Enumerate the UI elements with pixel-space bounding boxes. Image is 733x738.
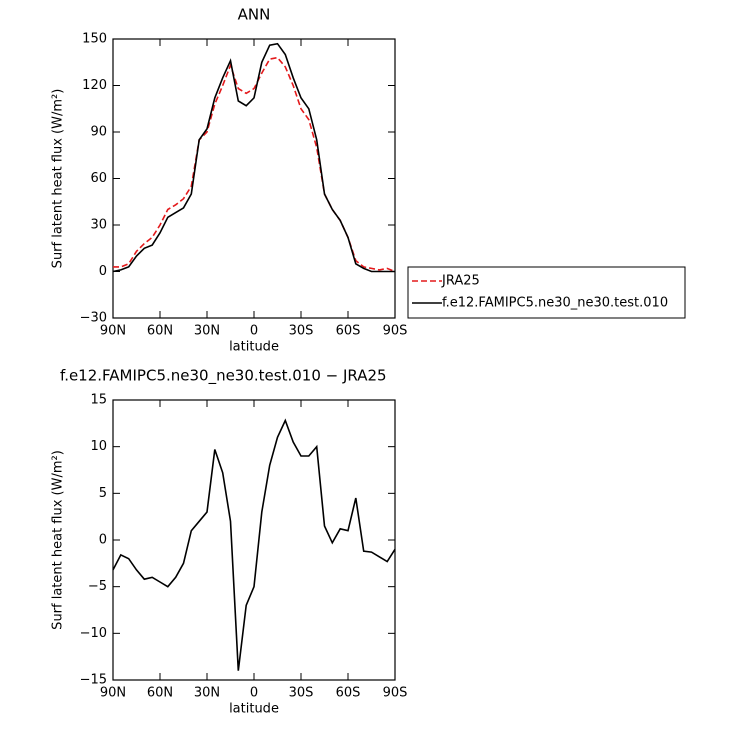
y-tick-label: −30 bbox=[80, 311, 107, 326]
y-tick-label: 150 bbox=[82, 32, 107, 47]
x-tick-label: 90S bbox=[383, 324, 408, 339]
legend-box bbox=[407, 266, 686, 319]
y-tick-label: −5 bbox=[88, 579, 107, 594]
y-axis-label: Surf latent heat flux (W/m²) bbox=[51, 450, 66, 630]
y-tick-label: 0 bbox=[99, 533, 107, 548]
y-tick-label: 5 bbox=[99, 486, 107, 501]
x-tick-label: 90N bbox=[100, 324, 126, 339]
chart-title: f.e12.FAMIPC5.ne30_ne30.test.010 − JRA25 bbox=[60, 367, 387, 386]
y-tick-label: 0 bbox=[99, 264, 107, 279]
x-tick-label: 60N bbox=[147, 686, 173, 701]
chart-title: ANN bbox=[238, 6, 271, 24]
x-tick-label: 60S bbox=[336, 324, 361, 339]
y-axis-label: Surf latent heat flux (W/m²) bbox=[51, 89, 66, 269]
x-tick-label: 0 bbox=[250, 686, 258, 701]
x-tick-label: 60N bbox=[147, 324, 173, 339]
legend-label: JRA25 bbox=[441, 274, 480, 289]
x-tick-label: 90N bbox=[100, 686, 126, 701]
plot-frame bbox=[112, 399, 396, 681]
y-tick-label: 30 bbox=[90, 218, 107, 233]
x-tick-label: 30S bbox=[289, 686, 314, 701]
y-tick-label: 15 bbox=[90, 393, 107, 408]
y-tick-label: −15 bbox=[80, 673, 107, 688]
y-tick-label: 120 bbox=[82, 78, 107, 93]
y-tick-label: 10 bbox=[90, 439, 107, 454]
x-tick-label: 0 bbox=[250, 324, 258, 339]
plot-frame bbox=[112, 38, 396, 319]
y-tick-label: 60 bbox=[90, 171, 107, 186]
y-tick-label: −10 bbox=[80, 626, 107, 641]
x-axis-label: latitude bbox=[229, 340, 279, 355]
x-tick-label: 60S bbox=[336, 686, 361, 701]
y-tick-label: 90 bbox=[90, 125, 107, 140]
x-tick-label: 30N bbox=[194, 324, 220, 339]
data-line bbox=[112, 418, 396, 671]
x-tick-label: 30S bbox=[289, 324, 314, 339]
legend-label: f.e12.FAMIPC5.ne30_ne30.test.010 bbox=[442, 296, 668, 311]
x-tick-label: 30N bbox=[194, 686, 220, 701]
x-tick-label: 90S bbox=[383, 686, 408, 701]
x-axis-label: latitude bbox=[229, 702, 279, 717]
data-line bbox=[112, 42, 395, 273]
